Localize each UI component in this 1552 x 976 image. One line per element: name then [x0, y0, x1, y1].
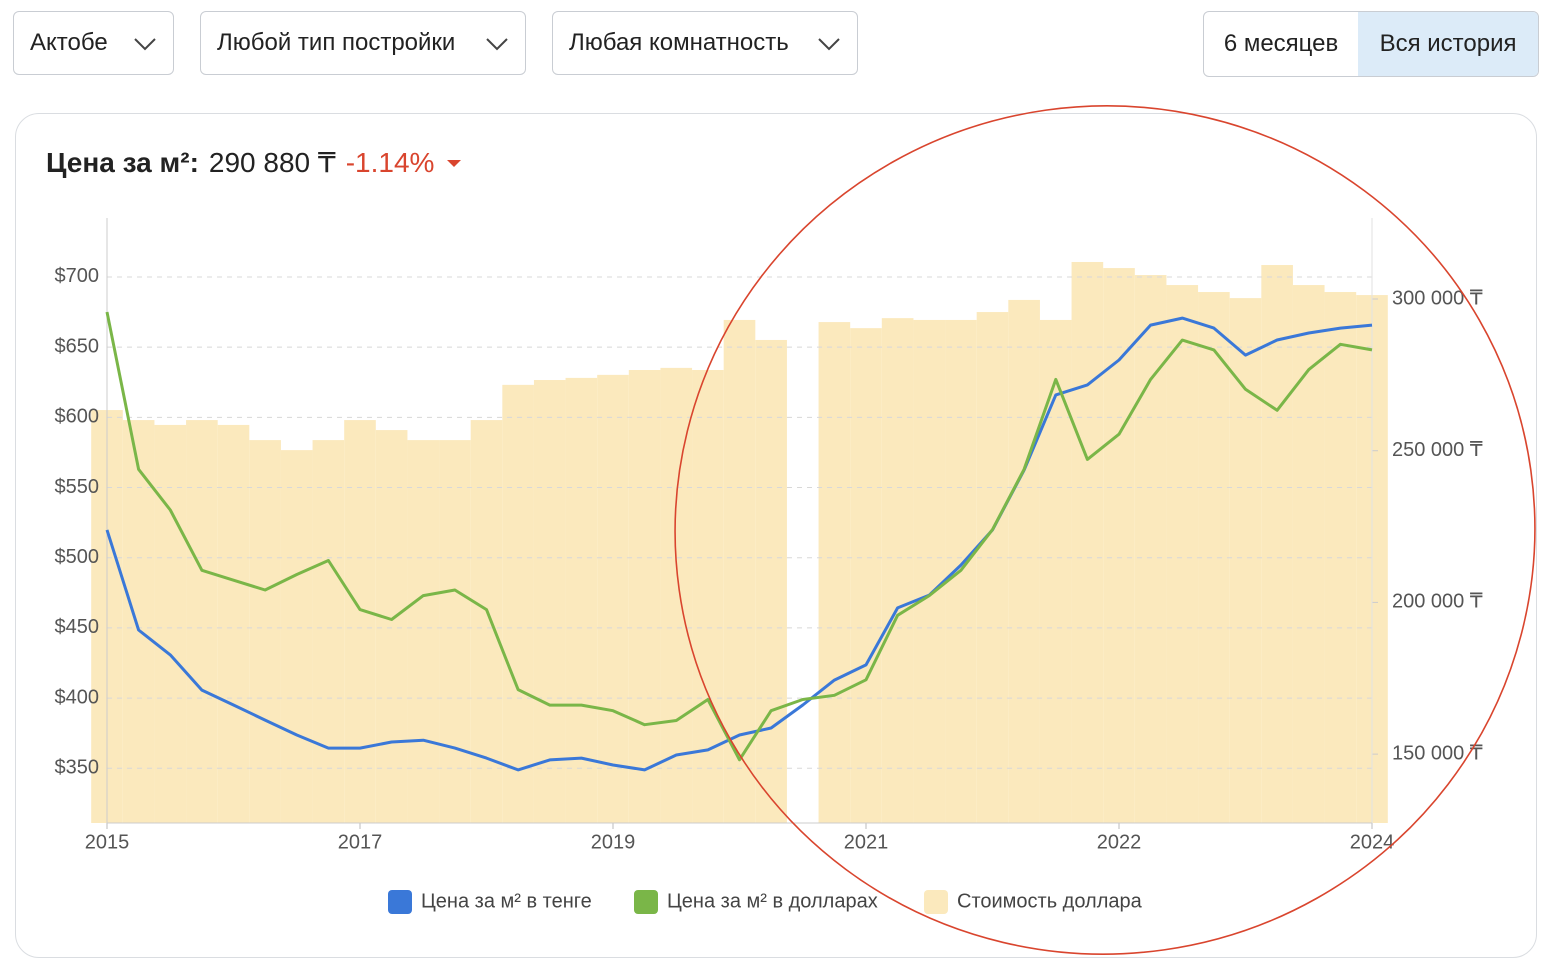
building-type-value: Любой тип постройки	[217, 29, 456, 56]
bar	[1292, 285, 1325, 823]
bar	[976, 312, 1009, 823]
bar	[913, 319, 946, 823]
down-arrow	[447, 159, 462, 167]
price-value: 290 880 ₸	[208, 147, 336, 178]
bar	[154, 424, 187, 823]
y-tick-label: $650	[55, 335, 100, 357]
bar	[660, 367, 693, 823]
bar	[312, 440, 345, 823]
bar	[1134, 275, 1167, 823]
x-tick-label: 2015	[85, 831, 130, 853]
bar	[850, 328, 882, 823]
y2-tick-label: 250 000 ₸	[1392, 439, 1483, 461]
bar	[628, 370, 661, 823]
rooms-dropdown[interactable]: Любая комнатность	[552, 11, 858, 75]
line	[105, 316, 1373, 772]
bar	[533, 380, 566, 823]
legend-swatch	[924, 890, 948, 914]
bar	[375, 430, 408, 823]
bar	[280, 450, 313, 823]
bar	[723, 319, 756, 823]
annotation-circle	[674, 105, 1536, 955]
bar	[818, 322, 851, 823]
bar	[1071, 261, 1104, 823]
y2-tick-label: 200 000 ₸	[1392, 591, 1483, 613]
chevron	[134, 38, 156, 51]
y2-tick-label: 150 000 ₸	[1392, 742, 1483, 764]
bar	[249, 440, 281, 823]
x-tick-label: 2021	[844, 831, 889, 853]
line	[105, 311, 1373, 762]
y2-tick-label: 300 000 ₸	[1392, 287, 1483, 309]
bar	[755, 339, 787, 823]
building-type-dropdown[interactable]: Любой тип постройки	[200, 11, 526, 75]
city-value: Актобе	[30, 29, 108, 56]
chevron	[818, 38, 840, 51]
bar	[1103, 268, 1135, 823]
bar	[439, 440, 471, 823]
period-option[interactable]: 6 месяцев	[1223, 30, 1339, 57]
bar	[1166, 285, 1199, 823]
y-tick-label: $550	[55, 476, 100, 498]
bar	[597, 374, 629, 823]
y-tick-label: $350	[55, 757, 100, 779]
legend-label: Стоимость доллара	[957, 890, 1143, 912]
period-option[interactable]: Вся история	[1358, 12, 1538, 76]
chart-card	[15, 113, 1537, 958]
x-tick-label: 2017	[338, 831, 383, 853]
bar	[344, 420, 376, 823]
period-toggle: 6 месяцев Вся история	[1203, 11, 1539, 77]
bar	[881, 318, 914, 823]
legend-swatch	[388, 890, 412, 914]
price-change: -1.14%	[345, 146, 435, 178]
bar	[1008, 299, 1040, 823]
price-label: Цена за м²:	[46, 146, 199, 178]
y-tick-label: $700	[55, 265, 100, 287]
bar	[122, 420, 155, 823]
bar	[407, 440, 440, 823]
y-tick-label: $500	[55, 546, 100, 568]
y-tick-label: $600	[55, 406, 100, 428]
legend-label: Цена за м² в долларах	[667, 890, 878, 912]
bar	[1229, 298, 1262, 823]
bar	[1261, 265, 1293, 824]
bar	[565, 377, 598, 823]
legend-swatch	[634, 890, 658, 914]
chevron	[486, 38, 508, 51]
y-tick-label: $400	[55, 686, 100, 708]
x-tick-label: 2019	[591, 831, 636, 853]
x-tick-label: 2022	[1097, 831, 1142, 853]
bar	[186, 420, 218, 823]
rooms-value: Любая комнатность	[569, 29, 789, 56]
x-tick-label: 2024	[1350, 831, 1395, 853]
bar	[1198, 292, 1230, 823]
legend-label: Цена за м² в тенге	[421, 890, 592, 912]
bar	[217, 424, 250, 823]
bar	[502, 384, 534, 823]
city-dropdown[interactable]: Актобе	[13, 11, 174, 75]
price-header: Цена за м²: 290 880 ₸ -1.14%	[46, 146, 464, 179]
bar	[692, 370, 724, 823]
y-tick-label: $450	[55, 616, 100, 638]
